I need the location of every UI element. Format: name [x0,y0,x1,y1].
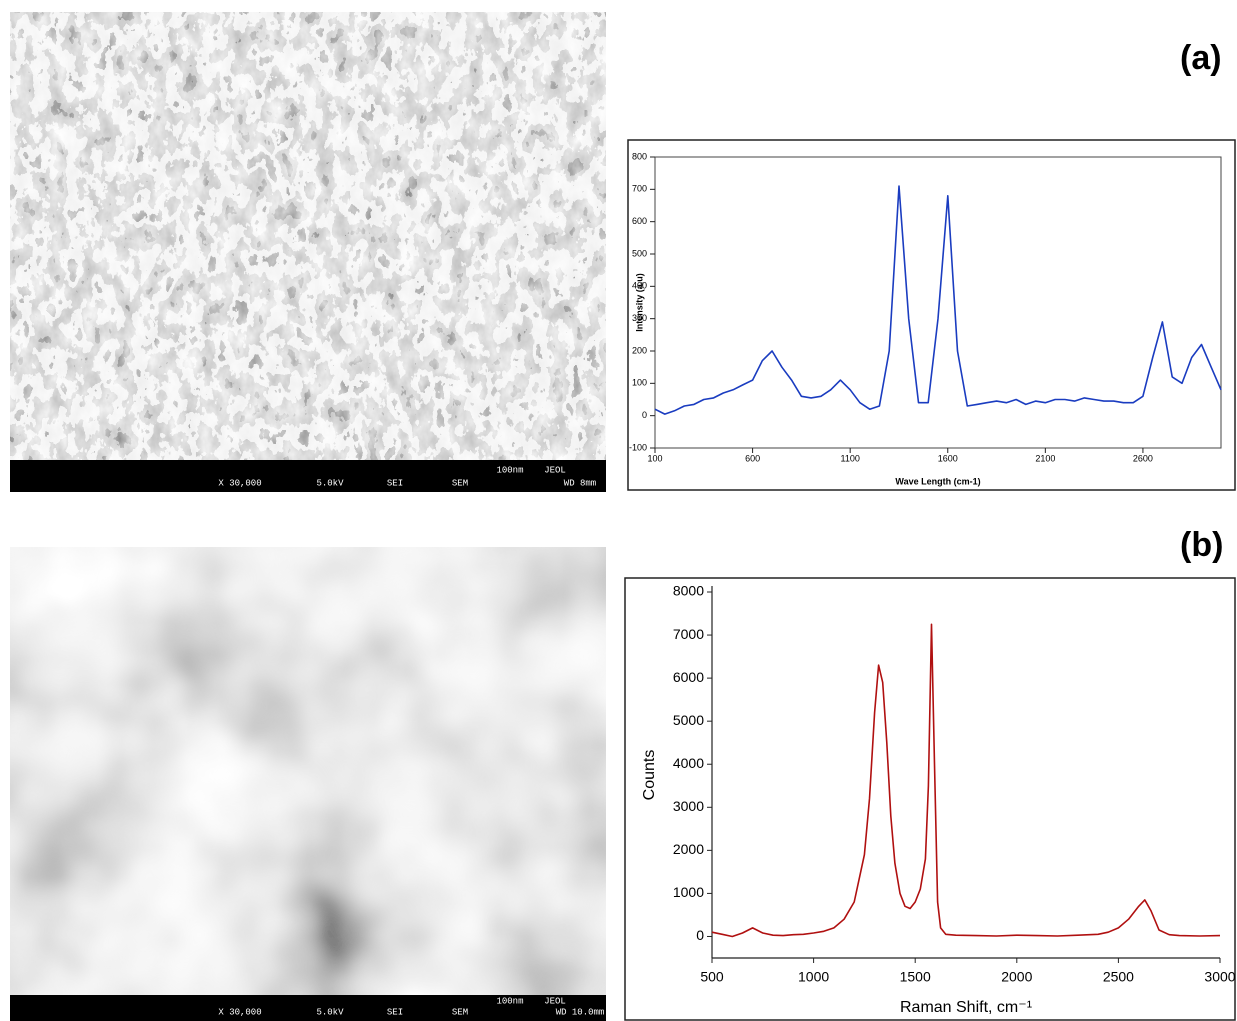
y-tick-label: 200 [632,345,647,355]
y-tick-label: 100 [632,378,647,388]
y-tick-label: 5000 [673,712,704,728]
x-tick-label: 1600 [938,453,958,463]
sem-caption: 100nm [496,465,523,475]
plot-area [655,157,1221,448]
sem-image [10,547,606,997]
data-line [712,624,1220,936]
sem-caption: WD 8mm [564,478,596,488]
y-tick-label: 0 [642,410,647,420]
sem-caption: 5.0kV [316,478,344,488]
x-axis-label: Wave Length (cm-1) [895,476,980,486]
y-tick-label: 3000 [673,798,704,814]
x-tick-label: 1100 [840,453,859,463]
y-axis-label: Counts [641,750,658,801]
x-tick-label: 500 [700,969,724,985]
x-tick-label: 1500 [900,969,931,985]
y-tick-label: 8000 [673,583,704,599]
y-tick-label: 600 [632,216,647,226]
sem-caption: X 30,000 [218,478,261,488]
y-tick-label: 0 [696,927,704,943]
sem-image [10,12,606,462]
data-line [655,186,1221,414]
y-tick-label: 4000 [673,755,704,771]
figure: (a) (b) X 30,000 5.0kV SEI SEM 100nm JEOL X 30… [0,0,1237,1021]
x-tick-label: 2100 [1035,453,1055,463]
sem-caption: X 30,000 [218,1007,261,1017]
chart-frame [625,578,1235,1020]
sem-caption: JEOL [544,465,566,475]
y-tick-label: 2000 [673,841,704,857]
x-axis-label: Raman Shift, cm⁻¹ [900,999,1032,1016]
y-tick-label: 6000 [673,669,704,685]
y-tick-label: -100 [629,442,647,452]
x-tick-label: 1000 [798,969,829,985]
y-axis-label: Intensity (a.u) [634,273,644,332]
y-tick-label: 700 [632,184,647,194]
x-tick-label: 100 [647,453,662,463]
chart-frame [628,140,1235,490]
y-tick-label: 7000 [673,626,704,642]
sem-caption: SEI [387,1007,403,1017]
sem-caption: SEM [452,1007,468,1017]
sem-caption: 5.0kV [316,1007,344,1017]
y-tick-label: 1000 [673,884,704,900]
panel-label: (b) [1180,526,1223,564]
sem-caption: 100nm [496,996,523,1006]
y-tick-label: 500 [632,248,647,258]
panel-label: (a) [1180,39,1222,77]
sem-caption: SEM [452,478,468,488]
sem-caption: JEOL [544,996,566,1006]
x-tick-label: 2600 [1133,453,1153,463]
sem-caption: SEI [387,478,403,488]
x-tick-label: 3000 [1204,969,1235,985]
y-tick-label: 800 [632,151,647,161]
x-tick-label: 600 [745,453,760,463]
page: (a) (b) X 30,000 5.0kV SEI SEM 100nm JEOL X 30… [0,0,1237,1021]
x-tick-label: 2000 [1001,969,1032,985]
sem-caption: WD 10.0mm [556,1007,605,1017]
x-tick-label: 2500 [1103,969,1134,985]
